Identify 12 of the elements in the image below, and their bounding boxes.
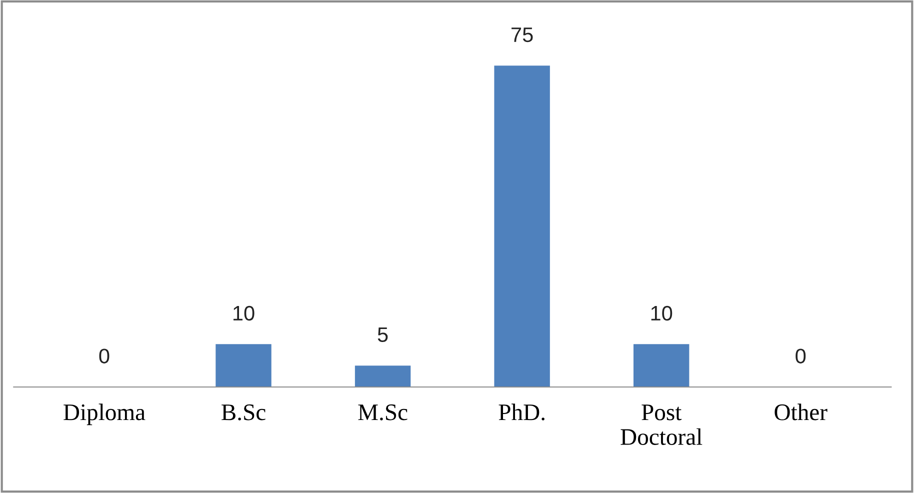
data-label: 10 <box>234 306 254 321</box>
x-tick-label: PhD. <box>498 404 544 420</box>
data-label: 0 <box>796 348 806 364</box>
data-label: 10 <box>651 306 672 321</box>
x-tick-label: Diploma <box>64 404 146 426</box>
x-tick-label: B.Sc <box>222 404 266 420</box>
x-tick-label: Post Doctoral <box>620 404 702 445</box>
data-label: 75 <box>512 28 533 42</box>
data-label: 0 <box>99 348 110 364</box>
x-tick-label: Other <box>774 404 828 420</box>
data-label: 5 <box>378 327 388 342</box>
x-tick-label: M.Sc <box>358 404 408 420</box>
